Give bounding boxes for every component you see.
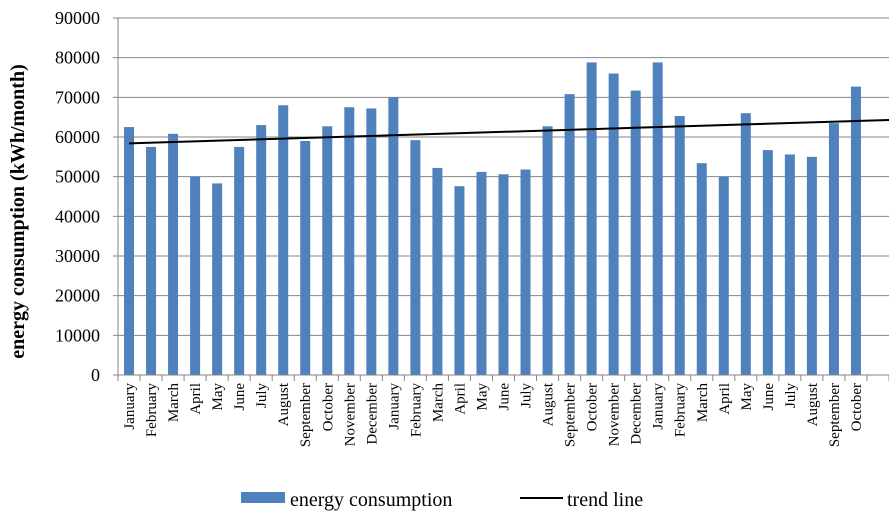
x-tick-label: July bbox=[519, 383, 535, 409]
x-tick-label: April bbox=[717, 383, 733, 415]
x-tick-label: August bbox=[541, 382, 557, 426]
trend-line-group bbox=[128, 119, 889, 145]
x-tick-label: January bbox=[122, 383, 138, 430]
y-tick-label: 80000 bbox=[55, 48, 100, 68]
bar bbox=[410, 140, 421, 375]
legend-label-energy-consumption: energy consumption bbox=[290, 489, 452, 511]
x-tick-label: April bbox=[188, 383, 204, 415]
x-tick-label: April bbox=[452, 383, 468, 415]
y-tick-label: 20000 bbox=[55, 286, 100, 306]
x-tick-label: July bbox=[254, 383, 270, 409]
x-tick-label: March bbox=[430, 383, 446, 423]
x-tick-labels: January February March April May June July Augu… bbox=[122, 382, 865, 447]
x-tick-label: May bbox=[474, 383, 490, 411]
y-tick-label: 90000 bbox=[55, 8, 100, 28]
x-tick-label: September bbox=[298, 383, 314, 447]
bar bbox=[322, 126, 333, 375]
bar bbox=[278, 105, 289, 376]
x-tick-label: March bbox=[695, 383, 711, 423]
y-tick-labels: 0 10000 20000 30000 40000 50000 60000 70000 8000… bbox=[55, 8, 100, 385]
x-tick-label: December bbox=[364, 383, 380, 445]
y-tick-label: 50000 bbox=[55, 167, 100, 187]
bar bbox=[344, 107, 355, 375]
x-tick-label: February bbox=[408, 383, 424, 438]
bar bbox=[212, 183, 223, 375]
bar bbox=[828, 123, 839, 375]
bar bbox=[630, 90, 641, 375]
legend-label-trend-line: trend line bbox=[567, 489, 643, 511]
y-axis-label: energy consumption (kWh/month) bbox=[7, 64, 29, 358]
x-tick-label: December bbox=[629, 383, 645, 445]
bar bbox=[476, 171, 487, 375]
x-tick-label: October bbox=[320, 383, 336, 431]
x-tick-label: October bbox=[585, 383, 601, 431]
legend: energy consumption trend line bbox=[241, 489, 643, 511]
x-tick-label: January bbox=[651, 383, 667, 430]
x-tick-label: September bbox=[563, 383, 579, 447]
legend-swatch-energy-consumption bbox=[241, 492, 285, 503]
bar bbox=[542, 126, 553, 375]
bar bbox=[586, 62, 597, 375]
x-tick-label: February bbox=[673, 383, 689, 438]
bar bbox=[366, 108, 377, 375]
bar bbox=[256, 125, 267, 375]
bar bbox=[520, 169, 531, 375]
axes bbox=[113, 17, 889, 381]
x-tick-label: June bbox=[497, 383, 513, 411]
x-tick-label: October bbox=[849, 383, 865, 431]
y-tick-label: 30000 bbox=[55, 246, 100, 266]
bar-series bbox=[124, 62, 861, 376]
bar bbox=[300, 140, 311, 375]
x-tick-label: May bbox=[210, 383, 226, 411]
bar bbox=[124, 127, 135, 375]
bar bbox=[190, 176, 201, 375]
x-tick-label: August bbox=[276, 382, 292, 426]
bar bbox=[168, 133, 179, 375]
bar bbox=[784, 154, 795, 375]
x-tick-label: May bbox=[739, 383, 755, 411]
x-tick-label: August bbox=[805, 382, 821, 426]
x-tick-label: June bbox=[232, 383, 248, 411]
bar bbox=[608, 73, 619, 376]
y-tick-label: 40000 bbox=[55, 206, 100, 226]
bar bbox=[850, 86, 861, 375]
x-tick-label: March bbox=[166, 383, 182, 423]
bar bbox=[806, 156, 817, 375]
y-tick-label: 0 bbox=[91, 365, 100, 385]
bar bbox=[652, 62, 663, 375]
bar bbox=[740, 113, 751, 375]
x-tick-label: January bbox=[386, 383, 402, 430]
bar bbox=[696, 163, 707, 375]
bar bbox=[454, 186, 465, 375]
bar bbox=[234, 146, 245, 375]
bar bbox=[388, 97, 399, 375]
y-tick-label: 10000 bbox=[55, 325, 100, 345]
bar bbox=[146, 146, 157, 375]
x-tick-label: February bbox=[144, 383, 160, 438]
bar bbox=[564, 94, 575, 375]
bar bbox=[498, 174, 509, 375]
x-tick-label: July bbox=[783, 383, 799, 409]
x-tick-label: November bbox=[607, 383, 623, 446]
x-tick-label: September bbox=[827, 383, 843, 447]
x-tick-label: November bbox=[342, 383, 358, 446]
y-tick-label: 70000 bbox=[55, 87, 100, 107]
bar bbox=[762, 150, 773, 375]
bar bbox=[432, 167, 443, 375]
trend-line bbox=[128, 119, 889, 145]
x-tick-label: June bbox=[761, 383, 777, 411]
bar bbox=[718, 176, 729, 375]
bar bbox=[674, 115, 685, 375]
y-tick-label: 60000 bbox=[55, 127, 100, 147]
